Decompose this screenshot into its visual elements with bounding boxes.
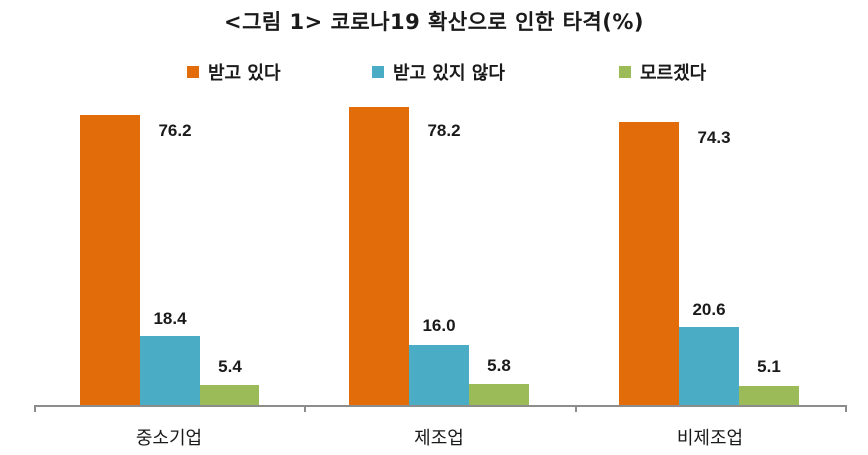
bar-mfg-not-receiving — [409, 345, 469, 406]
x-axis-tick — [575, 405, 577, 412]
legend-item-dont-know: 모르겠다 — [619, 59, 706, 85]
bar-nonmfg-receiving — [619, 122, 679, 406]
legend-swatch-orange — [187, 66, 199, 78]
data-label: 20.6 — [692, 300, 726, 319]
legend-item-receiving: 받고 있다 — [187, 59, 281, 85]
x-axis-tick — [34, 405, 36, 412]
legend-swatch-blue — [372, 66, 384, 78]
data-label: 18.4 — [153, 309, 187, 328]
category-label-manufacturing: 제조업 — [414, 428, 464, 449]
bar-mfg-dont-know — [469, 384, 529, 406]
legend-label: 받고 있지 않다 — [393, 63, 505, 84]
chart-title: <그림 1> 코로나19 확산으로 인한 타격(%) — [224, 10, 644, 34]
category-label-sme: 중소기업 — [135, 428, 203, 449]
legend-item-not-receiving: 받고 있지 않다 — [372, 59, 505, 85]
data-label: 78.2 — [427, 121, 461, 140]
bar-nonmfg-not-receiving — [679, 327, 739, 406]
legend-swatch-green — [619, 66, 631, 78]
bar-sme-receiving — [80, 115, 140, 406]
data-label: 5.1 — [757, 357, 781, 376]
data-label: 16.0 — [422, 316, 456, 335]
bar-sme-dont-know — [200, 385, 259, 406]
legend-label: 받고 있다 — [208, 63, 281, 84]
legend-label: 모르겠다 — [640, 63, 707, 84]
bar-mfg-receiving — [349, 107, 409, 406]
x-axis-tick — [845, 405, 847, 412]
x-axis-line — [34, 405, 846, 407]
data-label: 76.2 — [158, 121, 192, 140]
data-label: 74.3 — [697, 128, 731, 147]
chart-legend: 받고 있다 받고 있지 않다 모르겠다 — [0, 59, 868, 87]
data-label: 5.8 — [487, 356, 511, 375]
bar-nonmfg-dont-know — [739, 386, 799, 406]
x-axis-tick — [304, 405, 306, 412]
data-label: 5.4 — [218, 357, 242, 376]
bar-sme-not-receiving — [140, 336, 200, 406]
category-label-non-manufacturing: 비제조업 — [676, 428, 744, 449]
